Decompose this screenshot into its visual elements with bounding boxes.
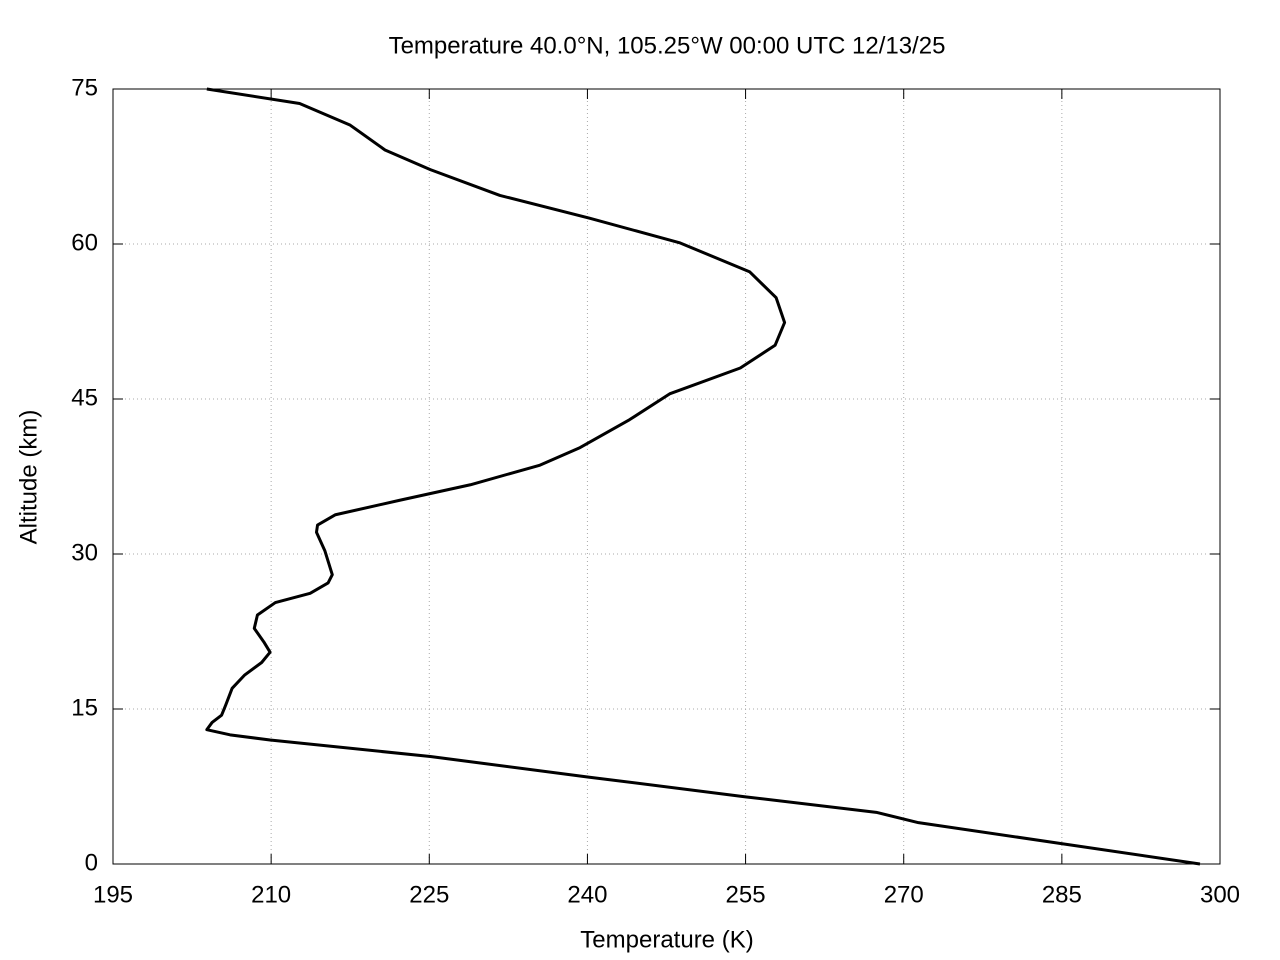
x-axis-label: Temperature (K) <box>580 926 753 953</box>
y-tick-label: 75 <box>71 74 98 101</box>
y-tick-label: 45 <box>71 384 98 411</box>
x-tick-label: 210 <box>251 881 291 908</box>
x-tick-label: 255 <box>726 881 766 908</box>
x-tick-label: 240 <box>567 881 607 908</box>
x-tick-label: 270 <box>884 881 924 908</box>
y-tick-label: 15 <box>71 694 98 721</box>
x-tick-label: 225 <box>409 881 449 908</box>
chart-title: Temperature 40.0°N, 105.25°W 00:00 UTC 1… <box>389 32 946 59</box>
x-tick-label: 300 <box>1200 881 1240 908</box>
y-axis-label: Altitude (km) <box>15 410 42 545</box>
plot-frame <box>112 88 1221 865</box>
y-tick-label: 30 <box>71 539 98 566</box>
x-tick-label: 195 <box>93 881 133 908</box>
x-tick-label: 285 <box>1042 881 1082 908</box>
y-tick-label: 0 <box>85 849 98 876</box>
plot-area: 195 210 225 240 255 270 285 300 0 15 30 45 60 75 <box>71 74 1240 908</box>
y-tick-label: 60 <box>71 229 98 256</box>
temperature-line <box>205 87 1201 866</box>
